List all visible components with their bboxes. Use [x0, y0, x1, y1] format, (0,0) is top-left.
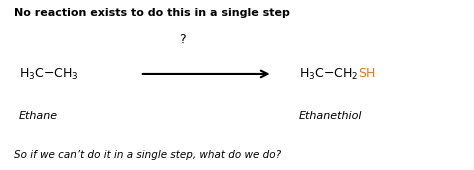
Text: SH: SH	[358, 67, 375, 80]
Text: $\mathregular{H_3C{-}CH_2}$: $\mathregular{H_3C{-}CH_2}$	[299, 66, 358, 81]
Text: $\mathregular{H_3C{-}CH_3}$: $\mathregular{H_3C{-}CH_3}$	[19, 66, 79, 81]
Text: No reaction exists to do this in a single step: No reaction exists to do this in a singl…	[14, 8, 290, 19]
Text: ?: ?	[179, 33, 186, 46]
Text: So if we can’t do it in a single step, what do we do?: So if we can’t do it in a single step, w…	[14, 150, 282, 160]
Text: Ethanethiol: Ethanethiol	[299, 111, 362, 121]
Text: Ethane: Ethane	[19, 111, 58, 121]
